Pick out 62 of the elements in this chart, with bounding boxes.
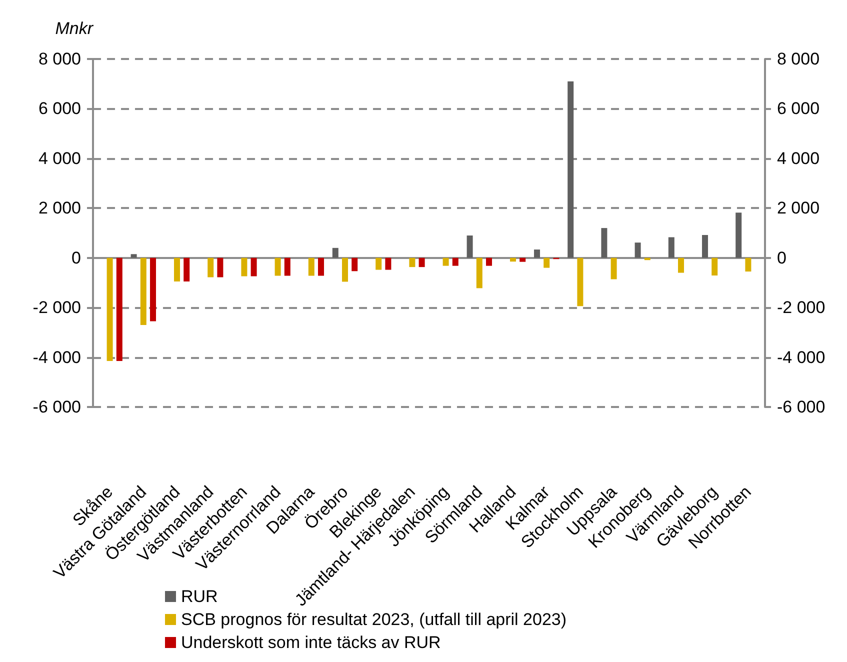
bar bbox=[106, 258, 113, 362]
y2-tick-label: -6 000 bbox=[777, 398, 826, 416]
y2-tick-label: -4 000 bbox=[777, 348, 826, 367]
y2-tick-label: 2 000 bbox=[777, 198, 820, 218]
bar bbox=[418, 258, 425, 268]
bar bbox=[352, 258, 358, 272]
bar bbox=[634, 242, 641, 258]
bar bbox=[486, 258, 492, 266]
bar bbox=[610, 258, 617, 280]
y-tick-label: 0 bbox=[72, 248, 81, 268]
y2-tick-label: -2 000 bbox=[777, 298, 826, 318]
bar bbox=[534, 250, 540, 258]
bar bbox=[250, 258, 257, 276]
bar bbox=[284, 258, 290, 276]
y2-tick-label: 4 000 bbox=[777, 148, 820, 168]
bar bbox=[385, 258, 392, 270]
bar bbox=[174, 258, 180, 282]
y2-tick-label: 8 000 bbox=[777, 50, 820, 68]
y-axis-title: Mnkr bbox=[55, 19, 94, 38]
y-tick-label: 6 000 bbox=[38, 99, 81, 118]
legend-label: SCB prognos för resultat 2023, (utfall till april 2023) bbox=[181, 610, 567, 629]
bar bbox=[140, 258, 146, 325]
y2-tick-label: 6 000 bbox=[777, 99, 820, 118]
bar bbox=[409, 258, 416, 268]
legend-label: RUR bbox=[181, 587, 218, 606]
bar bbox=[376, 258, 382, 270]
bar bbox=[466, 235, 473, 258]
bar bbox=[208, 258, 214, 278]
y-tick-label: 8 000 bbox=[38, 50, 81, 68]
bar bbox=[668, 237, 674, 258]
y-tick-label: -2 000 bbox=[32, 298, 81, 318]
y-tick-label: 2 000 bbox=[38, 198, 81, 218]
y-tick-label: -4 000 bbox=[32, 348, 81, 367]
bar bbox=[544, 258, 550, 268]
bar bbox=[184, 258, 190, 282]
bar bbox=[678, 258, 684, 273]
bar bbox=[308, 258, 314, 276]
bar bbox=[318, 258, 324, 276]
bar bbox=[520, 258, 526, 262]
bar bbox=[736, 212, 742, 258]
bar bbox=[712, 258, 718, 276]
bar bbox=[342, 258, 348, 282]
bar bbox=[442, 258, 449, 266]
bar bbox=[150, 258, 156, 322]
bar bbox=[274, 258, 281, 276]
bar bbox=[241, 258, 248, 276]
legend-label: Underskott som inte täcks av RUR bbox=[181, 633, 441, 652]
y-tick-label: 4 000 bbox=[38, 148, 81, 168]
bar bbox=[476, 258, 482, 288]
bar bbox=[130, 254, 137, 258]
bar bbox=[702, 234, 708, 258]
bar bbox=[452, 258, 458, 266]
bar bbox=[568, 81, 574, 258]
bar bbox=[116, 258, 122, 362]
bar bbox=[332, 248, 338, 258]
bar bbox=[577, 258, 584, 306]
bar bbox=[510, 258, 516, 262]
y2-tick-label: 0 bbox=[777, 248, 786, 268]
y-tick-label: -6 000 bbox=[32, 398, 81, 416]
bar bbox=[601, 228, 608, 258]
bar bbox=[745, 258, 752, 272]
bar bbox=[217, 258, 224, 278]
